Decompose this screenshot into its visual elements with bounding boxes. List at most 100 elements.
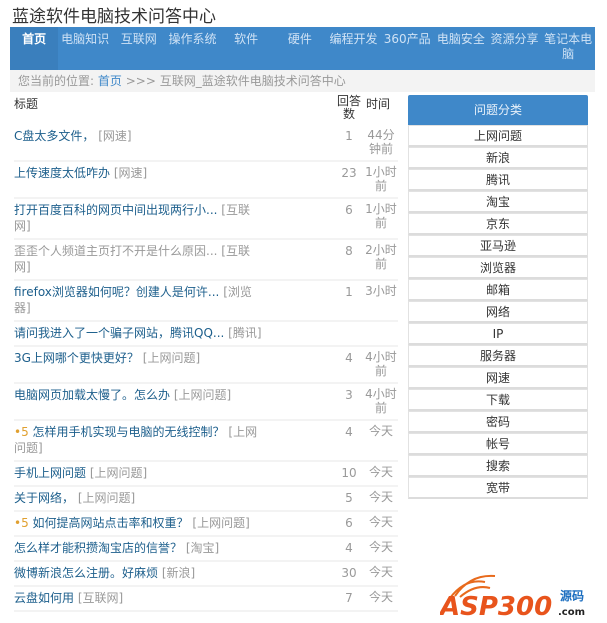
- nav-item[interactable]: 操作系统: [168, 32, 217, 46]
- question-category[interactable]: [上网问题]: [77, 491, 136, 505]
- svg-text:源码: 源码: [560, 588, 584, 603]
- category-item[interactable]: 亚马逊: [408, 235, 588, 257]
- breadcrumb-separator: >>>: [125, 74, 156, 88]
- question-link[interactable]: 请问我进入了一个骗子网站，腾讯QQ...: [14, 326, 225, 340]
- site-title: 蓝途软件电脑技术问答中心: [12, 7, 216, 27]
- category-item[interactable]: 网络: [408, 301, 588, 323]
- table-row: 打开百度百科的网页中间出现两行小... [互联网] 6 1小时前: [14, 199, 398, 240]
- question-category[interactable]: [上网问题]: [192, 516, 250, 530]
- category-item[interactable]: 京东: [408, 213, 588, 235]
- question-category[interactable]: [浏览器]: [14, 285, 252, 315]
- question-link[interactable]: 手机上网问题: [14, 466, 87, 480]
- nav-item[interactable]: 互联网: [120, 32, 157, 46]
- category-item[interactable]: 浏览器: [408, 257, 588, 279]
- nav-item[interactable]: 电脑知识: [61, 32, 110, 46]
- category-item[interactable]: 网速: [408, 367, 588, 389]
- question-cell: firefox浏览器如何呢？创建人是何许... [浏览器]: [14, 284, 334, 316]
- question-category[interactable]: [网速]: [98, 129, 132, 143]
- category-item[interactable]: 邮箱: [408, 279, 588, 301]
- nav-item[interactable]: 笔记本电脑: [544, 32, 593, 61]
- category-item[interactable]: 腾讯: [408, 169, 588, 191]
- question-link[interactable]: 微博新浪怎么注册。好麻烦: [14, 566, 159, 580]
- question-time: 4小时前: [365, 350, 397, 378]
- nav-item[interactable]: 电脑安全: [436, 32, 485, 46]
- question-table: 标题 回答数 时间 C盘太多文件， [网速] 1 44分钟前上传速度太低咋办 [网速…: [14, 95, 398, 612]
- answer-count: 1: [345, 285, 353, 299]
- question-category[interactable]: [淘宝]: [185, 541, 220, 555]
- question-link[interactable]: 上传速度太低咋办: [14, 166, 111, 180]
- question-category[interactable]: [新浪]: [161, 566, 196, 580]
- category-item[interactable]: 新浪: [408, 147, 588, 169]
- nav-item[interactable]: 资源分享: [490, 32, 539, 46]
- question-cell: 上传速度太低咋办 [网速]: [14, 165, 334, 193]
- table-row: 云盘如何用 [互联网] 7 今天: [14, 587, 398, 612]
- table-header: 标题 回答数 时间: [14, 95, 398, 125]
- nav-item[interactable]: 编程开发: [329, 32, 378, 46]
- question-time: 44分钟前: [367, 128, 395, 156]
- table-row: 歪歪个人频道主页打不开是什么原因... [互联网] 8 2小时前: [14, 240, 398, 281]
- answer-count: 10: [341, 466, 357, 480]
- category-item[interactable]: 帐号: [408, 433, 588, 455]
- table-row: 上传速度太低咋办 [网速] 23 1小时前: [14, 162, 398, 199]
- category-item[interactable]: 淘宝: [408, 191, 588, 213]
- question-link[interactable]: 3G上网哪个更快更好？: [14, 351, 139, 365]
- question-time: 1小时前: [365, 202, 397, 230]
- reward-points: •5: [14, 425, 29, 439]
- category-item[interactable]: 密码: [408, 411, 588, 433]
- category-item[interactable]: 上网问题: [408, 125, 588, 147]
- nav-item[interactable]: 360产品: [383, 32, 431, 46]
- question-link[interactable]: 电脑网页加载太慢了。怎么办: [14, 388, 171, 402]
- question-link[interactable]: firefox浏览器如何呢？创建人是何许...: [14, 285, 220, 299]
- answer-count: 8: [345, 244, 353, 258]
- question-cell: •5 如何提高网站点击率和权重？ [上网问题]: [14, 515, 334, 531]
- question-link[interactable]: 怎么样才能积攒淘宝店的信誉？: [14, 541, 183, 555]
- question-time: 今天: [368, 465, 393, 479]
- question-cell: C盘太多文件， [网速]: [14, 128, 334, 156]
- question-link[interactable]: 如何提高网站点击率和权重？: [32, 516, 189, 530]
- question-category[interactable]: [腾讯]: [228, 326, 262, 340]
- nav-item[interactable]: 硬件: [287, 32, 312, 46]
- question-category[interactable]: [互联网]: [14, 244, 250, 274]
- question-time: 今天: [368, 540, 393, 554]
- table-row: •5 怎样用手机实现与电脑的无线控制？ [上网问题] 4 今天: [14, 421, 398, 462]
- question-cell: 3G上网哪个更快更好？ [上网问题]: [14, 350, 334, 378]
- question-category[interactable]: [网速]: [113, 166, 148, 180]
- nav-item[interactable]: 首页: [10, 27, 59, 70]
- answer-count: 7: [345, 591, 353, 605]
- question-cell: •5 怎样用手机实现与电脑的无线控制？ [上网问题]: [14, 424, 334, 456]
- answer-count: 4: [345, 425, 353, 439]
- category-item[interactable]: IP: [408, 323, 588, 345]
- question-category[interactable]: [上网问题]: [89, 466, 148, 480]
- question-time: 1小时前: [365, 165, 397, 193]
- nav-item[interactable]: 软件: [234, 32, 259, 46]
- question-link[interactable]: C盘太多文件，: [14, 129, 95, 143]
- breadcrumb-home-link[interactable]: 首页: [97, 74, 122, 88]
- category-item[interactable]: 搜索: [408, 455, 588, 477]
- question-link[interactable]: 云盘如何用: [14, 591, 75, 605]
- category-item[interactable]: 宽带: [408, 477, 588, 499]
- question-category[interactable]: [互联网]: [77, 591, 124, 605]
- question-link[interactable]: 关于网络，: [14, 491, 75, 505]
- answer-count: 3: [345, 388, 353, 402]
- question-time: 3小时: [365, 284, 397, 298]
- svg-text:.com: .com: [558, 607, 585, 618]
- question-category[interactable]: [上网问题]: [142, 351, 201, 365]
- question-link[interactable]: 打开百度百科的网页中间出现两行小...: [14, 203, 218, 217]
- question-category[interactable]: [上网问题]: [14, 425, 258, 455]
- category-item[interactable]: 服务器: [408, 345, 588, 367]
- answer-count: 4: [345, 541, 353, 555]
- header-title: 标题: [14, 97, 39, 111]
- question-category[interactable]: [互联网]: [14, 203, 250, 233]
- question-cell: 歪歪个人频道主页打不开是什么原因... [互联网]: [14, 243, 334, 275]
- question-cell: 电脑网页加载太慢了。怎么办 [上网问题]: [14, 387, 334, 415]
- question-time: 今天: [368, 565, 393, 579]
- table-row: 手机上网问题 [上网问题] 10 今天: [14, 462, 398, 487]
- category-sidebar: 问题分类 上网问题 新浪 腾讯 淘宝 京东 亚马逊 浏览器 邮箱 网络 IP 服务器 网速 下载 密码 帐号…: [408, 95, 588, 499]
- table-row: 电脑网页加载太慢了。怎么办 [上网问题] 3 4小时前: [14, 384, 398, 421]
- question-link[interactable]: 怎样用手机实现与电脑的无线控制？: [32, 425, 225, 439]
- question-time: 今天: [368, 590, 393, 604]
- answer-count: 6: [345, 203, 353, 217]
- question-link[interactable]: 歪歪个人频道主页打不开是什么原因...: [14, 244, 218, 258]
- category-item[interactable]: 下载: [408, 389, 588, 411]
- question-category[interactable]: [上网问题]: [173, 388, 232, 402]
